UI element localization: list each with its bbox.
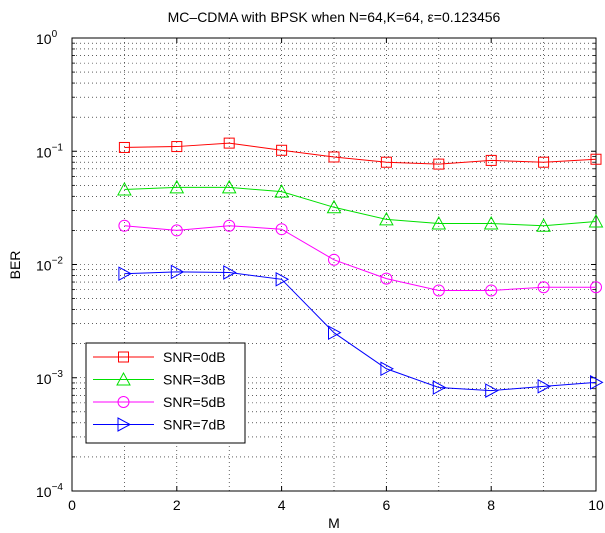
data-point bbox=[432, 284, 445, 297]
series-1 bbox=[118, 137, 602, 170]
axis-ticks: 0 2 4 6 8 10 100 10−1 10−2 10−3 10−4 bbox=[36, 29, 604, 513]
data-point bbox=[118, 266, 132, 282]
series-line bbox=[124, 271, 597, 392]
data-point bbox=[380, 156, 392, 168]
data-point bbox=[118, 219, 131, 232]
data-point bbox=[328, 151, 340, 163]
data-point bbox=[537, 281, 550, 294]
data-point bbox=[485, 154, 497, 166]
y-tick-label: 100 bbox=[36, 29, 58, 47]
data-point bbox=[275, 223, 288, 236]
data-point bbox=[221, 179, 237, 194]
data-point bbox=[380, 272, 393, 285]
y-tick-label: 10−1 bbox=[36, 142, 63, 160]
data-point bbox=[432, 380, 447, 395]
x-tick-label: 10 bbox=[588, 497, 604, 513]
data-point bbox=[433, 158, 445, 170]
x-tick-label: 0 bbox=[68, 497, 76, 513]
data-point bbox=[169, 179, 185, 194]
x-axis-label: M bbox=[328, 515, 340, 531]
data-point bbox=[328, 253, 340, 266]
legend-marker bbox=[116, 371, 131, 386]
legend-label: SNR=3dB bbox=[163, 372, 226, 388]
data-point bbox=[485, 383, 499, 398]
legend-label: SNR=0dB bbox=[163, 349, 226, 365]
data-point bbox=[536, 218, 551, 232]
data-point bbox=[118, 141, 130, 153]
x-tick-label: 8 bbox=[487, 497, 495, 513]
y-axis-label: BER bbox=[7, 251, 23, 280]
series-line bbox=[124, 142, 597, 165]
data-point bbox=[588, 213, 604, 228]
data-point bbox=[537, 378, 552, 394]
data-point bbox=[275, 271, 290, 287]
data-point bbox=[117, 181, 132, 196]
legend-marker bbox=[118, 351, 129, 363]
y-tick-label: 10−2 bbox=[36, 256, 63, 274]
data-point bbox=[223, 265, 237, 280]
y-tick-label: 10−4 bbox=[36, 482, 63, 500]
series-3 bbox=[118, 219, 602, 297]
data-point bbox=[171, 141, 183, 153]
legend-marker bbox=[117, 396, 130, 408]
data-series bbox=[117, 137, 604, 398]
x-tick-label: 2 bbox=[173, 497, 181, 513]
legend-box bbox=[85, 342, 246, 444]
data-point bbox=[326, 199, 342, 214]
chart-title: MC–CDMA with BPSK when N=64,K=64, ε=0.12… bbox=[168, 9, 501, 25]
series-line bbox=[124, 225, 596, 291]
legend-label: SNR=5dB bbox=[163, 394, 226, 410]
data-point bbox=[380, 361, 394, 377]
data-point bbox=[590, 281, 602, 294]
data-point bbox=[431, 215, 447, 230]
legend-marker bbox=[117, 417, 132, 432]
data-point bbox=[223, 219, 236, 232]
legend-label: SNR=7dB bbox=[163, 417, 226, 433]
data-point bbox=[223, 137, 235, 149]
data-point bbox=[483, 215, 499, 230]
x-tick-label: 6 bbox=[383, 497, 391, 513]
data-point bbox=[170, 224, 183, 237]
data-point bbox=[276, 144, 288, 156]
data-point bbox=[274, 184, 289, 198]
series-line bbox=[124, 186, 597, 227]
data-point bbox=[328, 325, 342, 341]
data-point bbox=[485, 284, 498, 297]
data-point bbox=[379, 211, 394, 226]
data-point bbox=[590, 153, 602, 165]
data-point bbox=[170, 264, 185, 280]
data-point bbox=[590, 375, 604, 390]
legend: SNR=0dB SNR=3dB SNR=5dB SNR=7dB bbox=[85, 342, 246, 444]
series-2 bbox=[117, 179, 604, 232]
data-point bbox=[538, 156, 550, 168]
x-tick-label: 4 bbox=[278, 497, 286, 513]
y-tick-label: 10−3 bbox=[36, 369, 63, 387]
series-4 bbox=[118, 264, 604, 398]
